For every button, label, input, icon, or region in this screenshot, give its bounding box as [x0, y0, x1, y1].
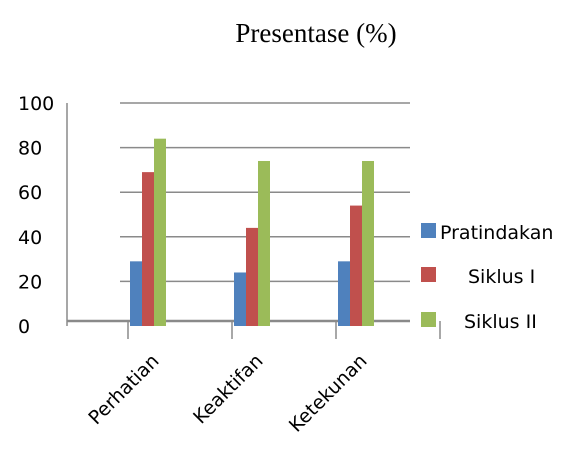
y-tick-label: 20 — [18, 271, 42, 293]
x-category-label: Perhatian — [84, 350, 163, 429]
x-category-label: Ketekunan — [285, 350, 372, 437]
bar-pratindakan — [234, 272, 246, 326]
legend-swatch — [421, 267, 436, 282]
chart-title: Presentase (%) — [235, 18, 396, 48]
y-tick-label: 60 — [18, 182, 42, 204]
y-axis-ticks: 0 20 40 60 80 100 — [18, 93, 54, 338]
bar-pratindakan — [130, 261, 142, 326]
bar-siklus-ii — [258, 160, 270, 326]
x-axis-labels: Perhatian Keaktifan Ketekunan — [84, 350, 371, 437]
legend-label: Siklus II — [464, 311, 537, 333]
legend: Pratindakan Siklus I Siklus II — [421, 222, 553, 333]
x-category-label: Keaktifan — [189, 350, 267, 428]
bars — [130, 138, 374, 326]
bar-siklus-ii — [362, 160, 374, 326]
bar-siklus-i — [246, 227, 258, 326]
bar-siklus-i — [142, 172, 154, 326]
bar-siklus-ii — [154, 138, 166, 326]
legend-swatch — [421, 312, 436, 327]
y-tick-label: 40 — [18, 227, 42, 249]
legend-label: Pratindakan — [440, 222, 553, 244]
bar-pratindakan — [338, 261, 350, 326]
legend-swatch — [421, 223, 436, 238]
y-tick-label: 80 — [18, 138, 42, 160]
y-tick-label: 100 — [18, 93, 54, 115]
bar-siklus-i — [350, 205, 362, 326]
y-tick-label: 0 — [18, 316, 30, 338]
legend-label: Siklus I — [468, 266, 535, 288]
